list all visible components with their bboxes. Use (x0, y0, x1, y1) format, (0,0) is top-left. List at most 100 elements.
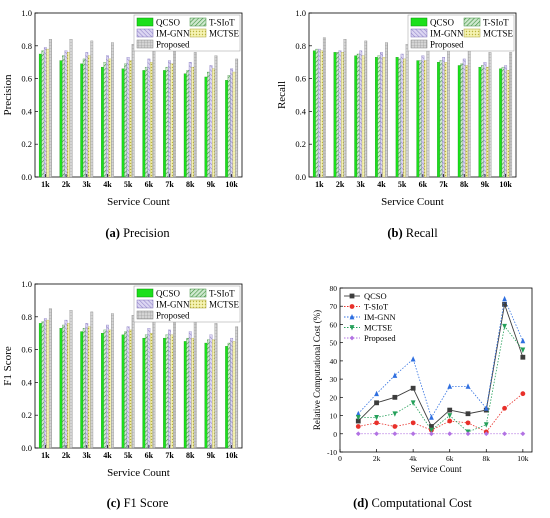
plot-frame (308, 12, 517, 178)
bar-proposed (214, 55, 218, 178)
y-axis-label: Relative Computational Cost (%) (312, 310, 322, 430)
legend-marker-mctse (349, 325, 355, 331)
bar-t-siot (336, 52, 339, 178)
x-tick-label: 1k (315, 180, 324, 189)
bar-qcso (101, 66, 104, 178)
bar-qcso (80, 63, 84, 178)
bar-t-siot (124, 63, 128, 178)
x-tick-label: 10k (225, 451, 238, 460)
legend-label-proposed: Proposed (156, 311, 190, 321)
bar-qcso (80, 331, 84, 449)
bar-qcso (312, 50, 316, 178)
y-tick-label: 60 (330, 320, 338, 329)
legend-label-t-siot: T-SIoT (483, 18, 509, 28)
y-tick-label: 0.2 (21, 410, 32, 420)
bar-mctse (108, 329, 112, 449)
bar-qcso (183, 341, 187, 449)
legend-swatch-proposed (136, 310, 154, 320)
legend-label-mctse: MCTSE (364, 323, 392, 333)
bar-qcso (101, 333, 104, 449)
bar-mctse (232, 71, 236, 178)
point-proposed (520, 431, 526, 437)
bar-t-siot (227, 342, 231, 449)
bar-proposed (90, 311, 94, 449)
bar-im-gnn (43, 318, 47, 449)
bar-mctse (361, 55, 365, 178)
x-tick-label: 4k (103, 180, 112, 189)
bar-proposed (193, 321, 197, 449)
bar-mctse (67, 323, 70, 449)
bar-proposed (193, 52, 197, 178)
point-mctse (483, 422, 489, 428)
point-qcso (502, 302, 507, 307)
bar-mctse (465, 65, 469, 178)
bar-proposed (343, 39, 347, 178)
point-im-gnn (520, 337, 526, 344)
y-tick-label: 0.4 (295, 106, 306, 116)
bar-mctse (129, 60, 133, 178)
bar-qcso (478, 66, 482, 178)
bar-qcso (225, 80, 229, 178)
point-mctse (447, 413, 453, 419)
caption-b: (b) Recall (387, 226, 438, 240)
bar-proposed (69, 39, 73, 178)
point-im-gnn (483, 405, 489, 411)
bar-qcso (204, 76, 208, 178)
bar-qcso (225, 346, 229, 449)
bar-proposed (90, 40, 94, 178)
y-tick-label: 1.0 (21, 8, 32, 18)
y-tick-label: 1.0 (295, 8, 306, 18)
bar-im-gnn (64, 50, 68, 178)
point-im-gnn (355, 410, 361, 417)
bar-qcso (333, 52, 337, 178)
bar-qcso (121, 68, 125, 178)
point-t-siot (447, 418, 453, 424)
bar-im-gnn (421, 55, 425, 178)
point-mctse (392, 411, 398, 417)
bar-t-siot (144, 66, 148, 178)
plot-frame (34, 283, 243, 449)
legend-label-t-siot: T-SIoT (209, 289, 235, 299)
point-proposed (374, 431, 379, 437)
y-axis-label: Precision (2, 74, 14, 115)
point-qcso (520, 354, 526, 360)
caption-a: (a) Precision (105, 226, 170, 240)
bar-qcso (354, 55, 358, 178)
bar-t-siot (82, 58, 86, 178)
x-tick-label: 10k (225, 180, 238, 189)
bar-t-siot (356, 53, 360, 178)
bar-mctse (212, 68, 215, 178)
point-mctse (520, 347, 526, 353)
bar-mctse (320, 50, 324, 178)
bar-mctse (149, 333, 153, 449)
bar-im-gnn (168, 329, 171, 449)
x-tick-label: 8k (186, 451, 195, 460)
legend-swatch-t-siot (189, 17, 207, 27)
bar-qcso (142, 337, 146, 449)
y-tick-label: 0.4 (21, 377, 32, 387)
point-proposed (447, 431, 453, 437)
point-qcso (355, 418, 361, 424)
point-proposed (355, 431, 361, 437)
point-im-gnn (410, 356, 416, 362)
point-mctse (502, 323, 507, 330)
point-im-gnn (447, 383, 453, 389)
bar-qcso (163, 70, 166, 178)
legend-swatch-mctse (463, 28, 481, 38)
bar-proposed (173, 48, 176, 178)
bar-proposed (111, 42, 114, 178)
y-tick-label: 0.6 (21, 74, 32, 84)
legend-label-proposed: Proposed (430, 40, 464, 50)
point-qcso (465, 411, 471, 417)
plot-frame (339, 287, 533, 453)
point-mctse (355, 414, 361, 421)
bar-mctse (232, 341, 236, 449)
x-tick-label: 3k (83, 451, 92, 460)
bar-mctse (129, 329, 133, 449)
bar-proposed (488, 52, 492, 178)
legend-label-mctse: MCTSE (483, 29, 514, 39)
series-line-im-gnn (357, 297, 524, 419)
